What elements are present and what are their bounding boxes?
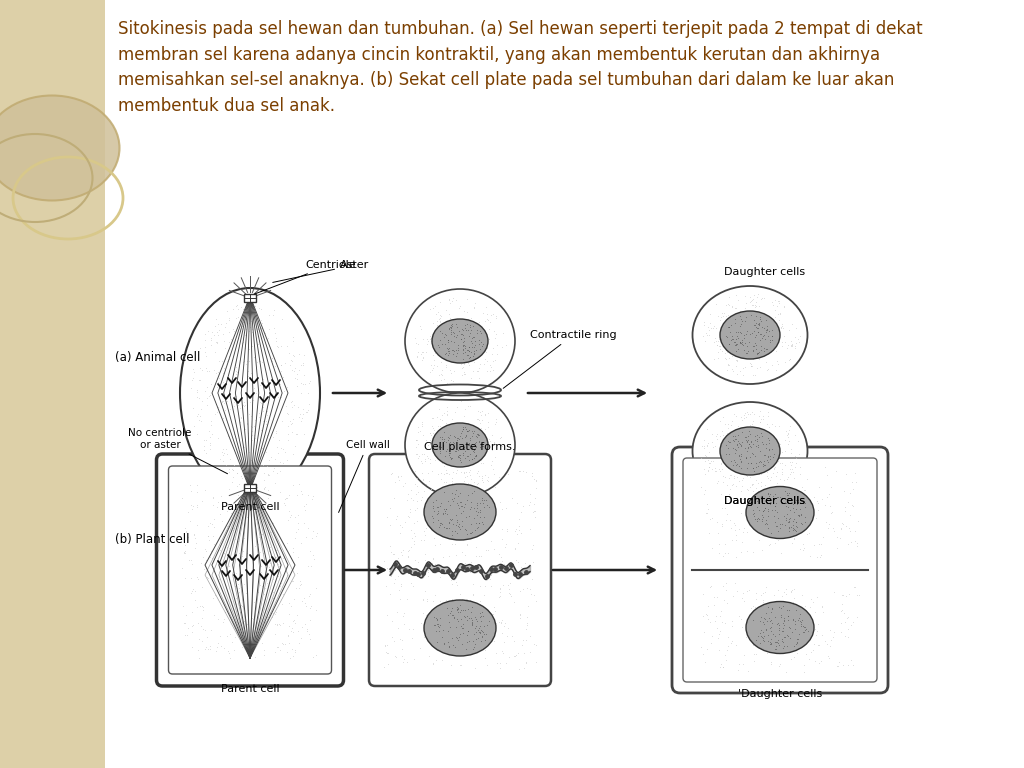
FancyBboxPatch shape — [169, 466, 332, 674]
Text: Daughter cells: Daughter cells — [724, 267, 806, 277]
FancyBboxPatch shape — [369, 454, 551, 686]
Ellipse shape — [720, 311, 780, 359]
Ellipse shape — [424, 600, 496, 656]
Text: Parent cell: Parent cell — [221, 684, 280, 694]
Text: Centriole: Centriole — [255, 260, 355, 294]
Text: Cell wall: Cell wall — [339, 440, 389, 512]
Text: (a) Animal cell: (a) Animal cell — [115, 352, 201, 365]
Text: Sitokinesis pada sel hewan dan tumbuhan. (a) Sel hewan seperti terjepit pada 2 t: Sitokinesis pada sel hewan dan tumbuhan.… — [118, 20, 923, 115]
Ellipse shape — [432, 319, 488, 363]
Bar — [105, 0, 1024, 768]
Ellipse shape — [180, 288, 319, 498]
Ellipse shape — [432, 423, 488, 467]
FancyBboxPatch shape — [157, 454, 343, 686]
Ellipse shape — [424, 484, 496, 540]
Ellipse shape — [406, 289, 515, 393]
Ellipse shape — [0, 95, 120, 200]
Text: Daughter cells: Daughter cells — [724, 496, 806, 506]
Bar — [0, 0, 105, 768]
FancyBboxPatch shape — [672, 447, 888, 693]
Text: Daughter cells: Daughter cells — [724, 496, 806, 506]
Ellipse shape — [746, 601, 814, 654]
Text: Parent cell: Parent cell — [221, 502, 280, 512]
Ellipse shape — [406, 393, 515, 497]
Ellipse shape — [692, 286, 808, 384]
FancyBboxPatch shape — [244, 484, 256, 492]
Ellipse shape — [746, 486, 814, 538]
Text: Aster: Aster — [272, 260, 370, 283]
FancyBboxPatch shape — [683, 458, 877, 682]
Text: 'Daughter cells: 'Daughter cells — [738, 689, 822, 699]
Text: (b) Plant cell: (b) Plant cell — [115, 534, 189, 547]
Text: Cell plate forms.: Cell plate forms. — [424, 442, 516, 452]
Text: No centriole
or aster: No centriole or aster — [128, 429, 227, 474]
Text: Contractile ring: Contractile ring — [503, 330, 616, 389]
Ellipse shape — [692, 402, 808, 500]
FancyBboxPatch shape — [244, 294, 256, 302]
Ellipse shape — [720, 427, 780, 475]
